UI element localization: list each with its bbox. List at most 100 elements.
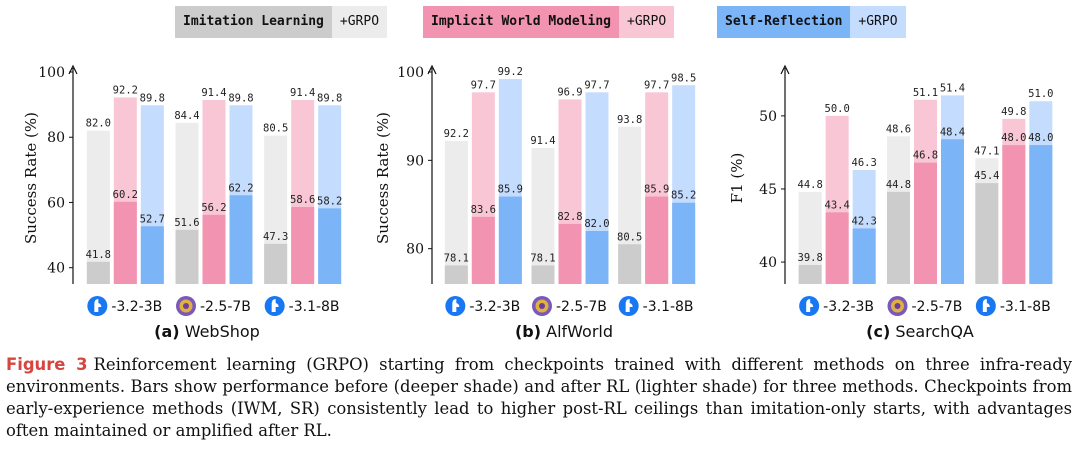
bar-before-rl <box>975 183 999 284</box>
bar-before-rl <box>318 208 342 284</box>
category-text: -2.5-7B <box>200 299 251 315</box>
bar-label-after: 84.4 <box>174 110 199 122</box>
bar-label-after: 96.9 <box>557 86 582 98</box>
legend-entry-imitation-learning: Imitation Learning +GRPO <box>175 6 388 38</box>
bar-label-after: 80.5 <box>263 123 288 135</box>
bar-label-before: 52.7 <box>140 213 165 225</box>
category-label-257B: -2.5-7B <box>532 296 607 316</box>
legend-base-label: Implicit World Modeling <box>423 6 620 38</box>
category-label-318B: -3.1-8B <box>618 296 694 316</box>
bar-before-rl <box>264 243 288 284</box>
subplot-title: SearchQA <box>895 322 974 341</box>
bar-label-before: 83.6 <box>471 204 496 216</box>
bar-label-before: 48.0 <box>1001 132 1026 144</box>
bar-before-rl <box>558 223 582 284</box>
bar-before-rl <box>531 265 555 284</box>
legend-rl-label: +GRPO <box>850 6 906 38</box>
bar-before-rl <box>914 162 937 284</box>
bar-label-after: 82.0 <box>86 118 111 130</box>
figure-caption: Figure 3 Reinforcement learning (GRPO) st… <box>6 354 1072 442</box>
category-label-323B: -3.2-3B <box>87 296 162 316</box>
y-tick-label: 100 <box>38 65 65 81</box>
subplot-tag: (b) <box>514 322 542 341</box>
bar-before-rl <box>498 196 522 284</box>
bar-label-after: 49.8 <box>1001 106 1026 118</box>
bar-label-before: 85.9 <box>498 184 523 196</box>
caption-text: Reinforcement learning (GRPO) starting f… <box>6 355 1072 440</box>
bar-label-before: 58.6 <box>290 194 315 206</box>
bar-before-rl <box>852 228 876 284</box>
llama-icon-glyph <box>806 299 814 312</box>
figure-label: Figure 3 <box>6 355 88 374</box>
y-axis-arrow <box>780 64 790 75</box>
bar-label-after: 91.4 <box>290 87 315 99</box>
bar-label-before: 62.2 <box>228 182 253 194</box>
bar-label-before: 39.8 <box>798 252 823 264</box>
bar-before-rl <box>175 229 199 284</box>
chart-webshop: 40 60 80 100 Success Rate (%) 82.0 41.8 92.2 60.… <box>22 64 342 316</box>
subplot-title: AlfWorld <box>546 322 614 341</box>
bar-before-rl <box>672 202 696 284</box>
bar-label-before: 47.3 <box>263 231 288 243</box>
bar-label-after: 89.8 <box>228 92 253 104</box>
bar-before-rl <box>229 195 253 284</box>
bar-label-before: 85.9 <box>644 184 669 196</box>
bar-before-rl <box>1029 145 1053 284</box>
legend-base-label: Imitation Learning <box>175 6 332 38</box>
chart-searchqa: 40 45 50 F1 (%) 44.8 39.8 50.0 43.4 46.3 42.3 -3.2… <box>728 64 1053 316</box>
subplot-caption-searchqa: (c) SearchQA <box>866 322 974 341</box>
bar-before-rl <box>941 139 964 284</box>
bar-label-after: 98.5 <box>671 72 696 84</box>
bar-label-before: 48.0 <box>1028 132 1053 144</box>
bar-label-after: 97.7 <box>584 79 609 91</box>
y-tick-label: 80 <box>47 130 65 146</box>
bar-label-before: 41.8 <box>86 249 111 261</box>
category-label-318B: -3.1-8B <box>975 296 1051 316</box>
qwen-icon-core <box>539 303 545 309</box>
bar-before-rl <box>291 207 315 284</box>
bar-label-after: 93.8 <box>617 114 642 126</box>
bar-before-rl <box>645 196 669 284</box>
category-text: -3.1-8B <box>289 299 340 315</box>
bar-label-after: 97.7 <box>644 79 669 91</box>
bar-before-rl <box>202 214 226 284</box>
qwen-icon-core <box>183 303 189 309</box>
y-tick-label: 45 <box>759 182 777 198</box>
bar-before-rl <box>86 261 110 284</box>
llama-icon-glyph <box>271 299 279 312</box>
category-label-318B: -3.1-8B <box>264 296 340 316</box>
bar-before-rl <box>471 216 495 284</box>
subplot-caption-webshop: (a) WebShop <box>154 322 260 341</box>
llama-icon-glyph <box>94 299 102 312</box>
bar-label-before: 82.8 <box>557 211 582 223</box>
bar-label-before: 51.6 <box>174 217 199 229</box>
bar-before-rl <box>113 201 137 284</box>
category-label-257B: -2.5-7B <box>887 296 962 316</box>
category-label-257B: -2.5-7B <box>176 296 251 316</box>
legend-entry-self-reflection: Self-Reflection +GRPO <box>717 6 906 38</box>
llama-icon-glyph <box>452 299 460 312</box>
bar-before-rl <box>887 191 910 284</box>
bar-after-rl <box>444 140 468 284</box>
bar-label-after: 51.0 <box>1028 88 1053 100</box>
bar-label-before: 45.4 <box>974 170 999 182</box>
legend-rl-label: +GRPO <box>331 6 388 38</box>
category-text: -3.1-8B <box>643 299 694 315</box>
legend-base-label: Self-Reflection <box>717 6 851 38</box>
bar-label-after: 47.1 <box>974 145 999 157</box>
bar-label-after: 91.4 <box>530 135 555 147</box>
subplot-tag: (a) <box>154 322 180 341</box>
bar-label-after: 97.7 <box>471 79 496 91</box>
category-text: -3.1-8B <box>1000 299 1051 315</box>
category-text: -3.2-3B <box>469 299 520 315</box>
bar-label-before: 85.2 <box>671 190 696 202</box>
subplot-tag: (c) <box>866 322 891 341</box>
category-text: -3.2-3B <box>111 299 162 315</box>
bar-label-before: 46.8 <box>913 150 938 162</box>
category-label-323B: -3.2-3B <box>445 296 520 316</box>
bar-label-before: 60.2 <box>113 189 138 201</box>
bar-before-rl <box>444 265 468 284</box>
bar-before-rl <box>618 244 642 284</box>
bar-label-after: 51.4 <box>940 82 965 94</box>
llama-icon-glyph <box>625 299 633 312</box>
